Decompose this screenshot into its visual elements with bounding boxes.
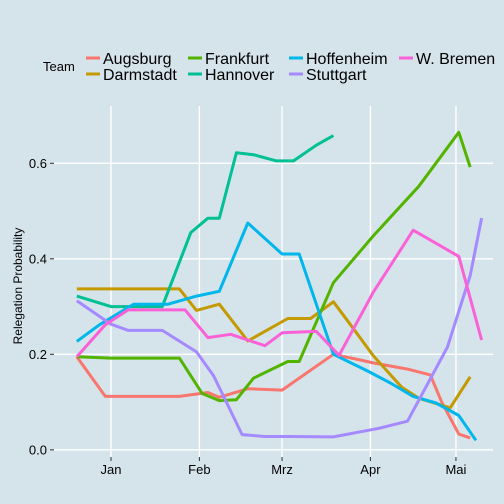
- legend-label-w-bremen: W. Bremen: [416, 51, 495, 68]
- x-tick-label: Mai: [445, 462, 466, 477]
- legend-label-stuttgart: Stuttgart: [306, 67, 367, 84]
- x-tick-label: Apr: [360, 462, 381, 477]
- plot-area: [54, 106, 493, 457]
- series-line-hannover: [76, 134, 335, 309]
- y-axis: 0.0 0.2 0.4 0.6: [29, 156, 54, 457]
- legend-label-darmstadt: Darmstadt: [103, 67, 177, 84]
- series-line-darmstadt: [76, 287, 472, 410]
- legend-label-frankfurt: Frankfurt: [205, 51, 270, 68]
- series-line-augsburg: [75, 352, 471, 440]
- series-line-stuttgart: [75, 217, 484, 439]
- y-tick-label: 0.2: [29, 347, 47, 362]
- y-tick-label: 0.0: [29, 442, 47, 457]
- series-line-frankfurt: [76, 130, 472, 403]
- legend-label-hannover: Hannover: [205, 67, 275, 84]
- series-lines: [75, 130, 484, 442]
- legend-label-hoffenheim: Hoffenheim: [306, 51, 388, 68]
- x-tick-label: Jan: [101, 462, 122, 477]
- x-tick-label: Feb: [188, 462, 210, 477]
- y-tick-label: 0.4: [29, 251, 47, 266]
- x-tick-label: Mrz: [271, 462, 293, 477]
- grid: [54, 106, 493, 457]
- y-axis-label: Relegation Probability: [11, 228, 25, 345]
- series-line-w-bremen: [75, 228, 484, 358]
- y-tick-label: 0.6: [29, 156, 47, 171]
- series-line-hoffenheim: [75, 221, 478, 442]
- legend-label-augsburg: Augsburg: [103, 51, 172, 68]
- legend-title: Team: [43, 59, 75, 74]
- x-axis: Jan Feb Mrz Apr Mai: [101, 457, 467, 477]
